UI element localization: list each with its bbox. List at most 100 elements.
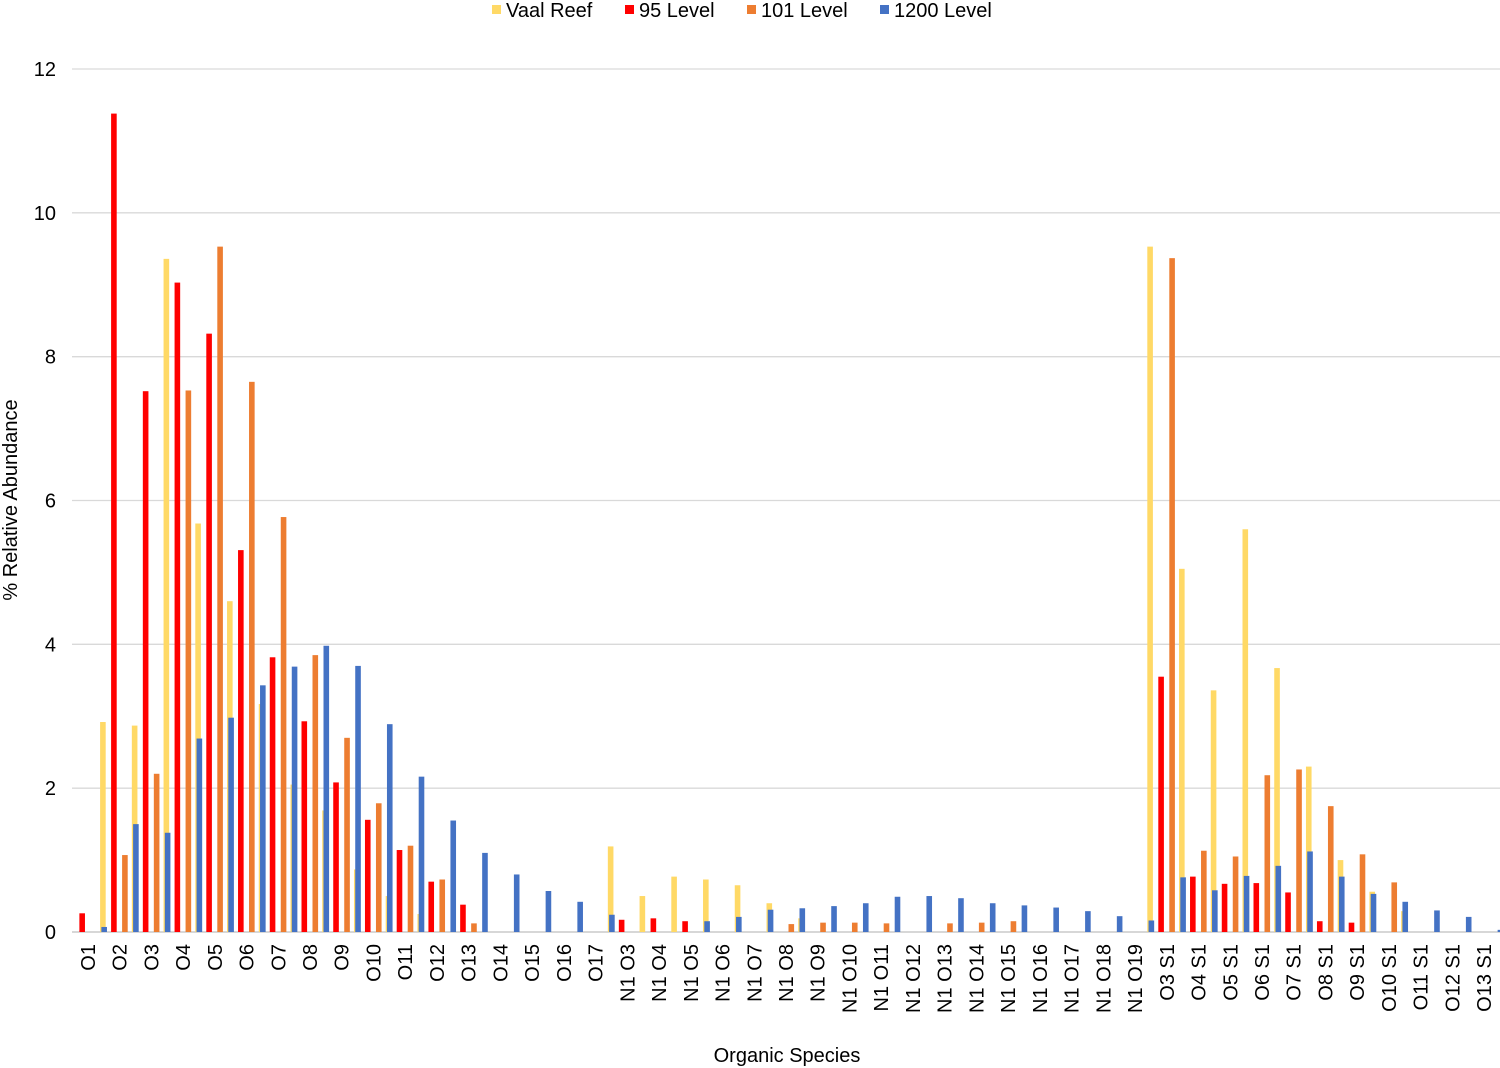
x-tick-label: N1 O9 — [808, 944, 830, 1002]
bar — [820, 922, 826, 932]
bar — [1253, 883, 1260, 932]
x-tick-label: O13 S1 — [1474, 944, 1496, 1012]
bar — [238, 550, 244, 932]
bar — [439, 879, 446, 932]
bar — [894, 896, 901, 932]
bar — [639, 896, 646, 932]
bar — [650, 918, 657, 932]
x-tick-label: O10 — [363, 944, 385, 982]
x-tick-label: O2 — [110, 944, 132, 971]
bar — [228, 717, 234, 932]
bar — [1402, 901, 1409, 932]
x-tick-label: O6 S1 — [1252, 944, 1274, 1001]
x-tick-label: O15 — [522, 944, 544, 982]
x-tick-label: O7 S1 — [1284, 944, 1306, 1001]
bar — [607, 846, 614, 932]
bar — [1305, 766, 1312, 932]
x-tick-label: O12 — [427, 944, 449, 982]
y-tick-label: 6 — [45, 491, 56, 513]
bar — [355, 665, 361, 932]
bar — [1274, 668, 1280, 932]
bar — [1221, 883, 1228, 932]
bar — [1053, 907, 1059, 932]
bar — [767, 909, 774, 932]
x-tick-label: O8 — [300, 944, 322, 971]
bar — [312, 655, 319, 932]
bar — [185, 390, 192, 932]
bar — [1085, 911, 1091, 932]
x-axis-ticks: O1 O2 O3 O4 O5 O6 O7 O8 O9 O10 O11 O12 O13 O14 O15 O16 O… — [78, 944, 1496, 1013]
bar — [1327, 806, 1334, 932]
bar — [1434, 910, 1440, 932]
x-tick-label: O9 — [332, 944, 354, 971]
legend-label: 101 Level — [761, 0, 848, 22]
bar — [989, 903, 996, 932]
y-tick-label: 10 — [34, 203, 56, 225]
x-tick-label: O11 S1 — [1411, 944, 1433, 1010]
x-tick-label: N1 O17 — [1062, 944, 1084, 1013]
bar — [978, 922, 985, 932]
bar — [618, 919, 625, 932]
bar — [1201, 850, 1207, 932]
legend-swatch — [492, 5, 501, 14]
bar — [206, 333, 212, 932]
x-tick-label: N1 O13 — [935, 944, 957, 1013]
bar — [1391, 882, 1398, 932]
bar — [1179, 568, 1185, 932]
x-tick-label: N1 O15 — [998, 944, 1020, 1013]
bar — [926, 896, 933, 932]
bar — [1010, 921, 1017, 932]
bar — [1296, 769, 1302, 932]
x-tick-label: O13 — [459, 944, 481, 982]
x-tick-label: N1 O18 — [1093, 944, 1115, 1013]
bar — [386, 724, 393, 932]
bar — [79, 913, 85, 932]
bar — [471, 923, 477, 932]
y-axis-title: % Relative Abundance — [0, 399, 22, 600]
bar — [101, 926, 107, 932]
bar — [1307, 851, 1313, 932]
x-tick-label: O3 S1 — [1157, 944, 1179, 1001]
bar — [195, 523, 201, 932]
bar — [734, 885, 741, 932]
bar — [174, 282, 181, 932]
x-tick-label: O3 — [141, 944, 163, 971]
x-tick-label: N1 O11 — [871, 944, 893, 1011]
bar — [1148, 920, 1155, 932]
bar — [1232, 856, 1239, 932]
bar — [1316, 921, 1323, 932]
bar — [428, 881, 435, 932]
x-tick-label: N1 O7 — [744, 944, 766, 1002]
x-tick-label: O8 S1 — [1315, 944, 1337, 1001]
bar — [545, 891, 552, 932]
gridlines — [72, 68, 1500, 933]
bar — [1243, 875, 1250, 932]
bar — [1147, 246, 1153, 933]
bar — [513, 874, 520, 932]
bar — [280, 517, 287, 932]
bar — [142, 391, 149, 933]
bar — [1497, 929, 1500, 932]
bar — [736, 916, 742, 932]
bar — [418, 776, 425, 932]
bar — [1370, 893, 1377, 932]
bar — [301, 721, 308, 932]
bar — [153, 773, 160, 932]
x-tick-label: O10 S1 — [1379, 944, 1401, 1012]
x-tick-label: N1 O16 — [1030, 944, 1052, 1013]
bar — [1264, 775, 1271, 932]
x-tick-label: N1 O19 — [1125, 944, 1147, 1013]
bar — [100, 722, 106, 932]
bar — [703, 879, 709, 932]
bar — [947, 923, 953, 932]
bar — [122, 855, 128, 932]
bar — [883, 923, 890, 932]
x-tick-label: O7 — [268, 944, 290, 971]
bar — [344, 737, 350, 932]
bar — [364, 819, 371, 932]
bar — [1180, 877, 1186, 932]
y-tick-label: 8 — [45, 347, 56, 369]
legend-label: 1200 Level — [894, 0, 992, 22]
bar — [1285, 892, 1291, 932]
